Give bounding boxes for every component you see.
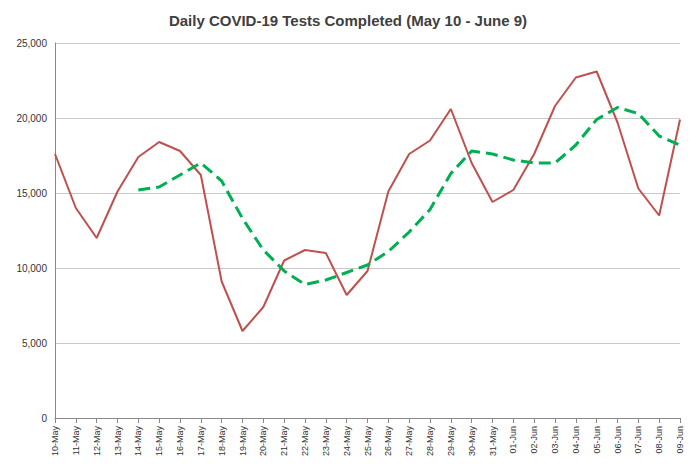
svg-text:11-May: 11-May: [71, 426, 81, 456]
svg-text:04-Jun: 04-Jun: [571, 426, 581, 454]
svg-text:05-Jun: 05-Jun: [592, 426, 602, 454]
svg-text:10,000: 10,000: [16, 263, 47, 274]
svg-text:16-May: 16-May: [175, 426, 185, 457]
svg-text:23-May: 23-May: [321, 426, 331, 457]
svg-text:17-May: 17-May: [196, 426, 206, 457]
svg-text:20-May: 20-May: [258, 426, 268, 457]
svg-text:02-Jun: 02-Jun: [529, 426, 539, 454]
svg-text:29-May: 29-May: [446, 426, 456, 457]
svg-text:14-May: 14-May: [133, 426, 143, 457]
svg-text:19-May: 19-May: [238, 426, 248, 457]
svg-text:0: 0: [41, 413, 47, 424]
svg-text:15-May: 15-May: [154, 426, 164, 457]
svg-text:07-Jun: 07-Jun: [633, 426, 643, 454]
svg-text:25-May: 25-May: [363, 426, 373, 457]
svg-text:24-May: 24-May: [342, 426, 352, 457]
svg-text:31-May: 31-May: [488, 426, 498, 457]
svg-text:15,000: 15,000: [16, 188, 47, 199]
svg-text:22-May: 22-May: [300, 426, 310, 457]
svg-text:21-May: 21-May: [279, 426, 289, 457]
svg-text:12-May: 12-May: [92, 426, 102, 457]
svg-text:5,000: 5,000: [22, 338, 47, 349]
svg-text:18-May: 18-May: [217, 426, 227, 457]
svg-text:01-Jun: 01-Jun: [508, 426, 518, 454]
svg-text:08-Jun: 08-Jun: [654, 426, 664, 454]
svg-text:28-May: 28-May: [425, 426, 435, 457]
svg-text:26-May: 26-May: [383, 426, 393, 457]
svg-text:09-Jun: 09-Jun: [675, 426, 685, 454]
svg-text:06-Jun: 06-Jun: [613, 426, 623, 454]
svg-text:13-May: 13-May: [113, 426, 123, 457]
svg-text:Daily COVID-19 Tests Completed: Daily COVID-19 Tests Completed (May 10 -…: [169, 12, 527, 29]
svg-text:03-Jun: 03-Jun: [550, 426, 560, 454]
svg-text:30-May: 30-May: [467, 426, 477, 457]
svg-text:20,000: 20,000: [16, 113, 47, 124]
svg-text:10-May: 10-May: [50, 426, 60, 457]
svg-text:25,000: 25,000: [16, 38, 47, 49]
svg-text:27-May: 27-May: [404, 426, 414, 457]
